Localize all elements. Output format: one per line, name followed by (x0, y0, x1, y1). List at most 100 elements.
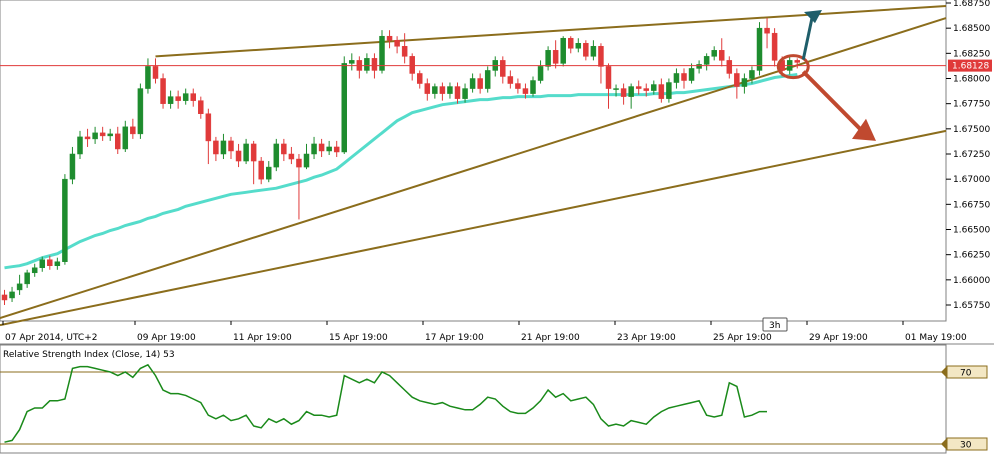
candle (16, 274, 23, 295)
candle (99, 126, 106, 141)
candle (643, 83, 649, 97)
candle (394, 36, 400, 54)
candle (92, 126, 98, 144)
candle (47, 255, 53, 270)
candle (409, 53, 415, 81)
candle (288, 146, 295, 165)
candle (130, 118, 136, 139)
candle (107, 128, 113, 141)
y-tick-label: 1.66500 (953, 226, 990, 236)
y-tick-label: 1.66250 (953, 251, 990, 261)
candle (84, 128, 91, 147)
arrow-down-icon (801, 70, 876, 141)
candle (771, 28, 778, 67)
candle (439, 82, 446, 101)
current-price-tag: 1.68128 (948, 59, 992, 72)
candle (228, 136, 234, 160)
candle (598, 43, 604, 84)
candle (711, 46, 717, 61)
y-axis: 1.68750 1.68500 1.68250 1.68000 1.67750 1.675… (946, 0, 990, 311)
candle (9, 286, 15, 302)
candle (24, 269, 30, 288)
y-tick-label: 1.66000 (953, 276, 990, 286)
candle (364, 53, 370, 74)
candle (333, 140, 340, 158)
candle (220, 133, 227, 160)
candle (281, 138, 287, 162)
candle (484, 66, 491, 93)
candle (469, 73, 476, 93)
candle (115, 126, 121, 154)
x-tick-label: 25 Apr 19:00 (713, 333, 772, 343)
candle (145, 58, 151, 94)
candle (273, 138, 280, 172)
arrow-up-icon (801, 10, 822, 60)
y-tick-label: 1.68250 (953, 49, 990, 59)
candle (326, 140, 332, 156)
candle (250, 140, 257, 185)
candle (620, 83, 627, 105)
candle (432, 83, 438, 99)
candle (379, 30, 385, 74)
candle (137, 83, 144, 139)
candle (560, 36, 566, 67)
candle (213, 136, 219, 162)
x-tick-label: 15 Apr 19:00 (329, 333, 388, 343)
candle (552, 40, 559, 69)
candle (401, 33, 408, 64)
candle (62, 174, 68, 265)
y-tick-label: 1.67500 (953, 125, 990, 135)
candle (152, 58, 159, 84)
x-tick-label: 23 Apr 19:00 (617, 333, 676, 343)
candles-layer (1, 18, 800, 305)
candle (673, 68, 680, 89)
candle (318, 138, 325, 158)
candle (696, 60, 702, 74)
rsi-line (4, 363, 767, 443)
x-tick-label: 29 Apr 19:00 (809, 333, 868, 343)
candle (160, 73, 166, 109)
y-tick-label: 1.68500 (953, 24, 990, 34)
trendline (0, 129, 947, 327)
rsi-level-label: 70 (960, 369, 972, 379)
rsi-layer: 70 30 (0, 363, 988, 451)
candle (182, 88, 189, 105)
candle (734, 68, 740, 99)
candle (54, 257, 61, 270)
annotation-layer (776, 10, 876, 141)
candle (462, 83, 468, 103)
y-tick-label: 1.68750 (953, 0, 990, 9)
candle (635, 80, 642, 95)
current-price-label: 1.68128 (952, 62, 989, 72)
candle (39, 256, 45, 272)
y-tick-label: 1.66750 (953, 200, 990, 210)
candle (666, 78, 672, 103)
candle (568, 36, 574, 54)
candle (537, 60, 544, 84)
x-tick-label: 09 Apr 19:00 (137, 333, 196, 343)
candle (386, 30, 393, 49)
candle (515, 78, 521, 94)
candle (726, 56, 733, 79)
candle (530, 76, 536, 97)
candle (311, 136, 317, 160)
highlight-circle (776, 54, 810, 80)
candle (122, 120, 129, 152)
candle (266, 161, 272, 183)
candle (749, 66, 755, 84)
candle (658, 78, 665, 103)
candle (205, 108, 212, 165)
candle (545, 46, 551, 71)
candle (296, 154, 302, 220)
y-tick-label: 1.68000 (953, 75, 990, 85)
y-tick-label: 1.65750 (953, 301, 990, 311)
x-tick-label: 21 Apr 19:00 (521, 333, 580, 343)
candle (703, 53, 710, 71)
candle (341, 56, 347, 154)
candle (741, 73, 748, 94)
x-tick-label: 11 Apr 19:00 (233, 333, 292, 343)
y-tick-label: 1.67250 (953, 150, 990, 160)
candle (77, 130, 83, 160)
candle (447, 82, 453, 99)
